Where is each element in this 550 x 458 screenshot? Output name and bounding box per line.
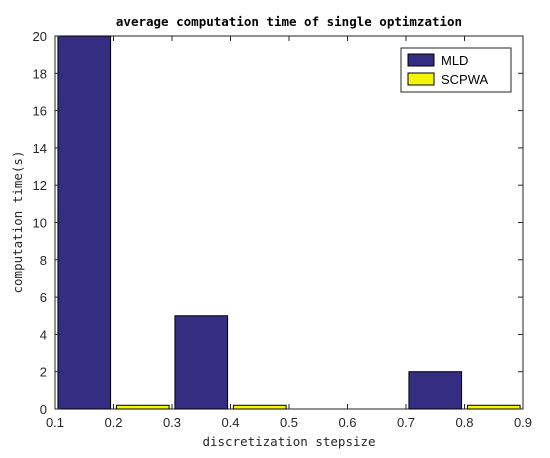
y-tick-label: 8 <box>40 253 47 268</box>
y-tick-label: 20 <box>33 29 47 44</box>
bar-mld-0.8 <box>408 371 463 410</box>
y-tick-label: 12 <box>33 178 47 193</box>
x-tick-label: 0.5 <box>280 415 298 430</box>
x-tick-label: 0.2 <box>104 415 122 430</box>
bar-scpwa-0.2 <box>115 404 170 410</box>
y-tick-label: 4 <box>40 327 47 342</box>
axes-box <box>54 35 524 410</box>
x-tick-label: 0.7 <box>397 415 415 430</box>
x-tick-label: 0.4 <box>221 415 239 430</box>
y-tick-label: 10 <box>33 216 47 231</box>
x-axis-label: discretization stepsize <box>202 434 375 449</box>
legend: MLD SCPWA <box>400 47 512 93</box>
plot-area: 0.1 0.2 0.3 0.4 0.5 0.6 0.7 0.8 0.9 0 2 4 6 8 10 12 14 16… <box>33 29 533 430</box>
x-tick-label: 0.9 <box>514 415 532 430</box>
x-tick-label: 0.3 <box>163 415 181 430</box>
legend-label-mld: MLD <box>441 53 468 68</box>
bar-scpwa-0.8 <box>466 404 521 410</box>
bar-mld-0.4 <box>174 315 229 410</box>
y-tick-label: 14 <box>33 141 47 156</box>
y-tick-label: 18 <box>33 66 47 81</box>
ticks-group: 0.1 0.2 0.3 0.4 0.5 0.6 0.7 0.8 0.9 0 2 4 6 8 10 12 14 16… <box>33 29 533 430</box>
bar-scpwa-0.4 <box>232 404 287 410</box>
bar-mld-0.2 <box>57 35 112 410</box>
bars-group <box>57 35 521 410</box>
y-axis-label: computation time(s) <box>10 151 25 294</box>
y-tick-label: 16 <box>33 104 47 119</box>
y-tick-label: 0 <box>40 402 47 417</box>
x-tick-label: 0.1 <box>46 415 64 430</box>
legend-swatch-scpwa <box>407 72 435 86</box>
chart-title: average computation time of single optim… <box>116 14 462 29</box>
legend-label-scpwa: SCPWA <box>441 72 489 87</box>
y-tick-label: 6 <box>40 290 47 305</box>
x-tick-label: 0.6 <box>338 415 356 430</box>
x-tick-label: 0.8 <box>455 415 473 430</box>
legend-swatch-mld <box>407 53 435 67</box>
y-tick-label: 2 <box>40 365 47 380</box>
